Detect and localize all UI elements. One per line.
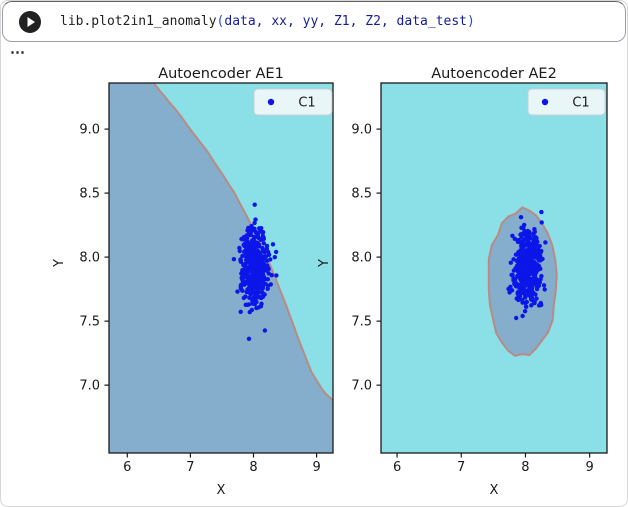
scatter-cluster-C1	[506, 209, 548, 321]
ae1-ylabel: Y	[52, 259, 67, 268]
tick-marks	[376, 128, 591, 458]
tick-label: 8.5	[351, 187, 372, 202]
ae2-title: Autoencoder AE2	[431, 66, 557, 82]
tick-label: 8	[249, 460, 257, 475]
legend-label-c1: C1	[298, 96, 315, 111]
axes-frame	[108, 82, 334, 454]
ae2-ylabel: Y	[317, 259, 332, 268]
code-line[interactable]: lib.plot2in1_anomaly(data, xx, yy, Z1, Z…	[60, 14, 475, 29]
tick-label: 7	[186, 460, 194, 475]
ae1-title: Autoencoder AE1	[158, 66, 284, 82]
ae1-ytick-labels: 9.0 8.5 8.0 7.5 7.0	[79, 123, 100, 394]
run-cell-button[interactable]	[18, 10, 42, 34]
tick-marks	[104, 128, 318, 458]
ae2-ytick-labels: 9.0 8.5 8.0 7.5 7.0	[351, 123, 372, 394]
ae2-xlabel: X	[490, 483, 499, 498]
axes-frame	[380, 82, 608, 454]
ae2-legend: C1	[527, 88, 606, 116]
tick-label: 6	[123, 460, 131, 475]
tick-label: 6	[393, 460, 401, 475]
output-options-ellipsis[interactable]: ⋯	[10, 44, 26, 61]
code-function-name: lib.plot2in1_anomaly	[60, 14, 217, 29]
tick-label: 9	[312, 460, 320, 475]
tick-label: 9.0	[351, 123, 372, 138]
legend-marker-c1	[267, 98, 275, 106]
code-cell: lib.plot2in1_anomaly(data, xx, yy, Z1, Z…	[2, 1, 626, 42]
ae1-xlabel: X	[217, 483, 226, 498]
tick-label: 9	[586, 460, 594, 475]
matplotlib-figure: Autoencoder AE1 Autoencoder AE2 9.0 8.5 …	[52, 66, 608, 498]
tick-label: 8.0	[79, 251, 100, 266]
ae2-xtick-labels: 6 7 8 9	[393, 460, 594, 475]
ae1-xtick-labels: 6 7 8 9	[123, 460, 321, 475]
tick-label: 7.0	[351, 379, 372, 394]
code-paren-close: )	[467, 14, 475, 29]
ae2-plot	[376, 82, 608, 458]
ae1-legend: C1	[253, 88, 333, 116]
play-icon	[19, 10, 41, 33]
tick-label: 8.5	[79, 187, 100, 202]
scatter-cluster-C1	[231, 202, 279, 341]
plot-area	[109, 83, 333, 453]
plot-area	[381, 83, 607, 453]
tick-label: 8	[521, 460, 529, 475]
ae1-plot	[104, 82, 334, 458]
legend-label-c1: C1	[572, 96, 589, 111]
tick-label: 7.0	[79, 379, 100, 394]
code-arguments: data, xx, yy, Z1, Z2, data_test	[224, 14, 468, 29]
decision-boundary	[153, 83, 333, 402]
tick-label: 7.5	[351, 315, 372, 330]
inlier-region	[109, 83, 333, 453]
legend-marker-c1	[541, 98, 549, 106]
tick-label: 7	[457, 460, 465, 475]
tick-label: 7.5	[79, 315, 100, 330]
tick-label: 8.0	[351, 251, 372, 266]
tick-label: 9.0	[79, 123, 100, 138]
code-paren-open: (	[216, 14, 225, 29]
